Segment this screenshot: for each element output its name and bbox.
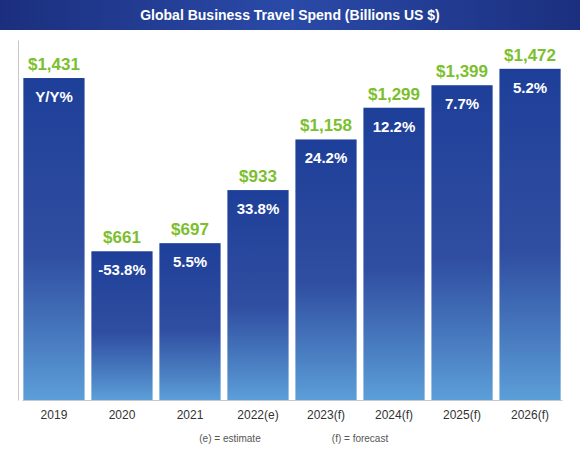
title: Global Business Travel Spend (Billions U… — [140, 7, 440, 23]
yoy-label: 5.2% — [513, 79, 547, 96]
yoy-header: Y/Y% — [35, 88, 73, 105]
x-tick: 2025(f) — [443, 400, 481, 422]
x-tick: 2019 — [41, 400, 68, 422]
chart: Global Business Travel Spend (Billions U… — [0, 0, 580, 460]
yoy-label: 12.2% — [373, 118, 416, 135]
footnotes: (e) = estimate (f) = forecast — [199, 433, 388, 444]
bar — [91, 251, 152, 400]
yoy-labels: Y/Y% -53.8% 5.5% 33.8% 24.2% 12.2% 7.7% 5.2% — [35, 79, 547, 278]
yoy-label: -53.8% — [98, 261, 146, 278]
x-tick-label: 2022(e) — [237, 408, 278, 422]
x-tick: 2026(f) — [511, 400, 549, 422]
value-label: $1,299 — [368, 85, 420, 104]
bar — [499, 69, 560, 400]
x-tick-label: 2019 — [41, 408, 68, 422]
data-labels: $1,431 $661 $697 $933 $1,158 $1,299 $1,399 $1,4… — [28, 46, 556, 247]
x-tick-label: 2020 — [109, 408, 136, 422]
y-axis-line — [18, 41, 19, 401]
bar — [363, 108, 424, 400]
bars — [23, 69, 560, 400]
x-axis-line — [23, 400, 563, 401]
x-axis: 2019 2020 2021 2022(e) 2023(f) 2024(f) 2025(f)… — [23, 400, 563, 422]
bar — [23, 78, 84, 400]
x-tick-label: 2021 — [177, 408, 204, 422]
value-label: $933 — [239, 167, 277, 186]
x-tick-label: 2026(f) — [511, 408, 549, 422]
value-label: $1,158 — [300, 116, 352, 135]
background — [0, 0, 580, 460]
footnote: (e) = estimate — [199, 433, 261, 444]
title-band — [0, 0, 580, 30]
y-axis — [18, 41, 19, 401]
x-tick: 2020 — [109, 400, 136, 422]
bar — [159, 243, 220, 400]
value-label: $661 — [103, 228, 141, 247]
x-tick: 2021 — [177, 400, 204, 422]
value-label: $1,399 — [436, 62, 488, 81]
bar — [431, 85, 492, 400]
footnote: (f) = forecast — [332, 433, 389, 444]
yoy-label: 7.7% — [445, 95, 479, 112]
value-label: $1,472 — [504, 46, 556, 65]
bar — [227, 190, 288, 400]
x-tick: 2024(f) — [375, 400, 413, 422]
yoy-label: 33.8% — [237, 200, 280, 217]
x-tick: 2023(f) — [307, 400, 345, 422]
x-tick-label: 2025(f) — [443, 408, 481, 422]
x-tick: 2022(e) — [237, 400, 278, 422]
x-tick-label: 2023(f) — [307, 408, 345, 422]
yoy-label: 24.2% — [305, 149, 348, 166]
value-label: $697 — [171, 220, 209, 239]
x-tick-label: 2024(f) — [375, 408, 413, 422]
yoy-label: 5.5% — [173, 253, 207, 270]
value-label: $1,431 — [28, 55, 80, 74]
bar — [295, 139, 356, 400]
